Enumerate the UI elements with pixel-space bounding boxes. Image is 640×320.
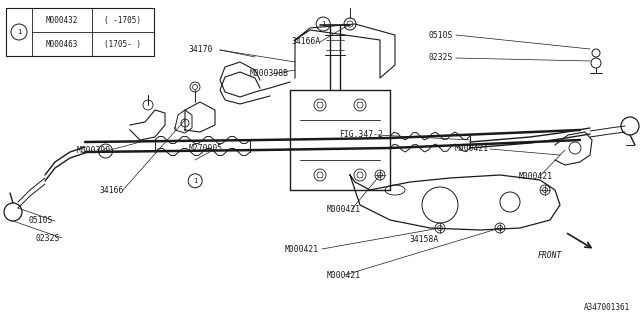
Text: M270005: M270005 — [189, 144, 223, 153]
Text: FRONT: FRONT — [538, 252, 562, 260]
Text: M000463: M000463 — [46, 39, 78, 49]
Text: 1: 1 — [193, 178, 197, 184]
Text: A347001361: A347001361 — [584, 303, 630, 312]
Text: M000421: M000421 — [454, 144, 488, 153]
Bar — [6, 8, 154, 56]
Text: M000421: M000421 — [326, 205, 360, 214]
Text: 34166A: 34166A — [291, 37, 321, 46]
Text: FIG.347-2: FIG.347-2 — [339, 130, 383, 139]
Text: M000421: M000421 — [326, 271, 360, 280]
Text: M000398B: M000398B — [250, 69, 289, 78]
Text: 34158A: 34158A — [410, 236, 439, 244]
Text: M000421: M000421 — [285, 245, 319, 254]
Text: 0510S: 0510S — [29, 216, 53, 225]
Text: ( -1705): ( -1705) — [104, 15, 141, 25]
Text: 1: 1 — [321, 21, 325, 27]
Text: 0232S: 0232S — [429, 53, 453, 62]
Text: 1: 1 — [17, 29, 21, 35]
Text: 0510S: 0510S — [429, 31, 453, 40]
Text: M000432: M000432 — [46, 15, 78, 25]
Text: 1: 1 — [104, 148, 108, 154]
Text: (1705- ): (1705- ) — [104, 39, 141, 49]
Text: 0232S: 0232S — [35, 234, 60, 243]
Text: M000399: M000399 — [77, 146, 111, 155]
Text: 34170: 34170 — [189, 45, 213, 54]
Text: M000421: M000421 — [518, 172, 552, 180]
Text: 34166: 34166 — [99, 186, 124, 195]
